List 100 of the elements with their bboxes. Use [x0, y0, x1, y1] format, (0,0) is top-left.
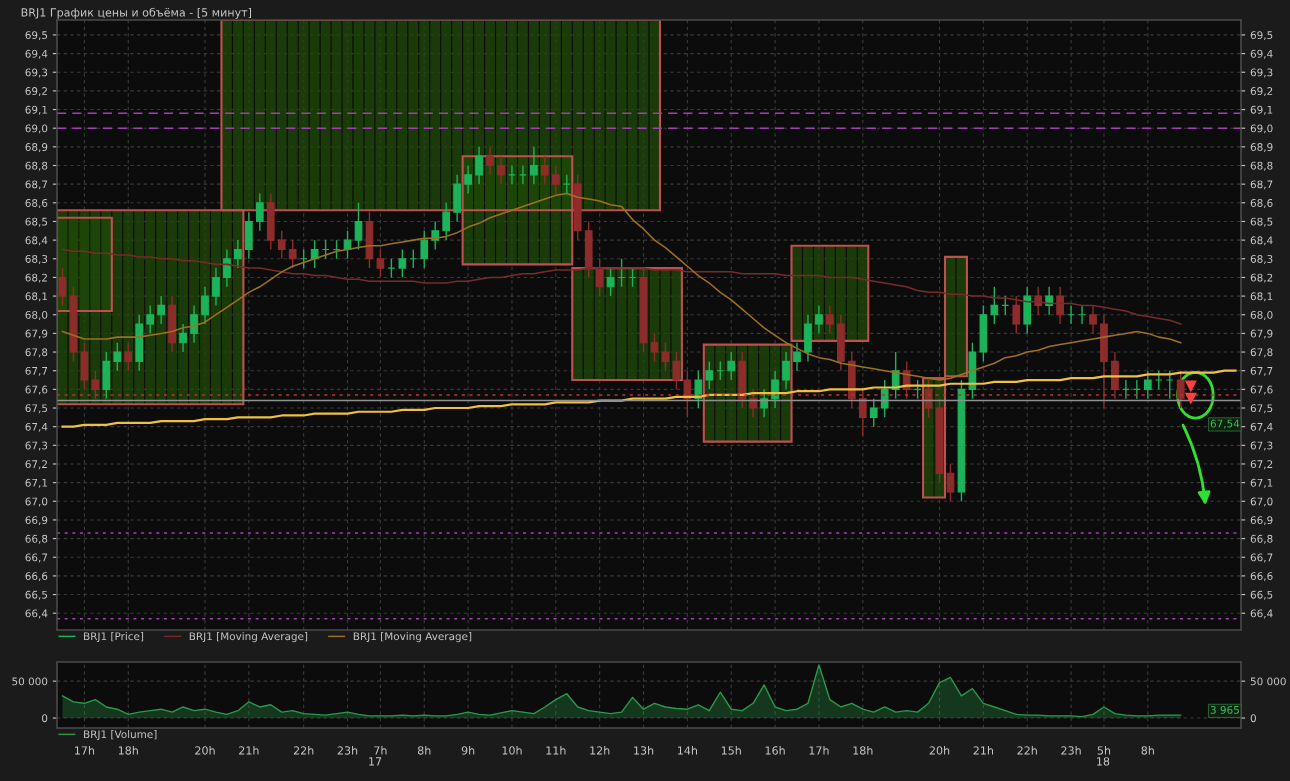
y-tick-label: 68,3	[25, 255, 48, 264]
text: 18	[1097, 757, 1110, 766]
y-tick-label: 67,5	[25, 404, 48, 414]
y2-tick-label: 68,4	[1250, 236, 1273, 246]
x-tick-label: 17h	[809, 746, 829, 755]
x-tick-label: 18h	[118, 746, 138, 755]
y2-tick-label: 67,0	[1250, 497, 1273, 507]
annotation: 67,54	[1210, 419, 1240, 429]
legend-label: BRJ1 [Price]	[84, 632, 144, 643]
y-tick-label: 68,2	[25, 273, 47, 283]
y-tick-label: 68,6	[25, 199, 48, 208]
x-tick-label: 22h	[293, 746, 314, 755]
y-tick-label: 68,0	[25, 310, 48, 320]
y2-tick-label: 67,7	[1250, 366, 1273, 376]
y2-tick-label: 67,1	[1250, 478, 1273, 488]
y2-tick-label: 67,3	[1250, 441, 1273, 451]
x-tick-label: 10h	[502, 746, 522, 755]
x-tick-label: 13h	[634, 746, 654, 755]
x-tick-label: 18h	[853, 746, 873, 755]
y-tick-label: 66,4	[25, 609, 48, 619]
x-tick-label: 7h	[374, 746, 387, 755]
y-tick-label: 69,5	[25, 31, 48, 41]
y-tick-label: 66,6	[25, 572, 48, 582]
legend-label: BRJ1 [Volume]	[84, 730, 157, 741]
x-tick-label: 8h	[417, 746, 431, 755]
y-tick-label: 66,8	[25, 534, 48, 544]
y-tick-label: 69,4	[25, 49, 48, 59]
y-tick-label: 67,9	[25, 329, 48, 339]
x-tick-label: 5h	[1097, 746, 1111, 755]
y-tick-label: 67,3	[25, 441, 48, 451]
y2-tick-label: 69,4	[1250, 49, 1273, 59]
y-tick-label: 67,7	[25, 366, 48, 376]
y2-tick-label: 68,1	[1250, 292, 1273, 302]
y-tick-label: 68,4	[25, 236, 48, 246]
y2-tick-label: 66,8	[1250, 534, 1273, 544]
y2-tick-label: 67,5	[1250, 404, 1273, 414]
y-tick-label: 69,3	[25, 68, 48, 78]
y2-tick-label: 66,5	[1250, 590, 1273, 600]
y-tick-label: 66,5	[25, 590, 48, 600]
y-tick-label: 66,9	[25, 516, 48, 526]
y-tick-label: 68,9	[25, 143, 48, 153]
y-tick-label: 69,1	[25, 105, 48, 115]
y-tick-label: 50 000	[12, 677, 48, 686]
y-tick-label: 67,1	[25, 478, 48, 488]
y-tick-label: 67,0	[25, 497, 48, 507]
y2-tick-label: 68,9	[1250, 143, 1273, 153]
y-tick-label: 69,0	[25, 124, 48, 134]
x-tick-label: 11h	[546, 746, 566, 755]
x-tick-label: 20h	[929, 746, 950, 755]
y-tick-label: 67,8	[25, 348, 48, 358]
legend-label: BRJ1 [Moving Average]	[353, 632, 472, 643]
x-tick-label: 17h	[75, 746, 95, 755]
y-tick-label: 68,7	[25, 180, 48, 190]
y2-tick-label: 68,7	[1250, 180, 1273, 190]
y-tick-label: 67,2	[25, 460, 47, 470]
y2-tick-label: 69,0	[1250, 124, 1273, 134]
y2-tick-label: 66,9	[1250, 516, 1273, 526]
y-tick-label: 69,2	[25, 87, 47, 97]
x-tick-label: 23h	[337, 746, 358, 755]
x-tick-label: 21h	[239, 746, 259, 755]
x-tick-label: 15h	[721, 746, 741, 755]
x-tick-label: 8h	[1141, 746, 1154, 755]
y2-tick-label: 69,1	[1250, 105, 1273, 115]
x-tick-label: 12h	[590, 746, 610, 755]
text: 17	[369, 757, 382, 766]
x-tick-label: 23h	[1061, 746, 1081, 755]
y2-tick-label: 0	[1250, 714, 1256, 723]
y2-tick-label: 69,5	[1250, 31, 1273, 41]
x-tick-label: 16h	[765, 746, 785, 755]
y2-tick-label: 68,6	[1250, 199, 1273, 208]
y2-tick-label: 69,3	[1250, 68, 1273, 78]
y-tick-label: 68,8	[25, 161, 48, 171]
x-tick-label: 9h	[461, 746, 475, 755]
y-tick-label: 68,5	[25, 217, 48, 227]
y2-tick-label: 67,9	[1250, 329, 1273, 339]
y-tick-label: 67,6	[25, 385, 48, 395]
y2-tick-label: 68,3	[1250, 255, 1273, 264]
y2-tick-label: 67,8	[1250, 348, 1273, 358]
y2-tick-label: 68,8	[1250, 161, 1273, 171]
y2-tick-label: 68,5	[1250, 217, 1273, 227]
y2-tick-label: 66,6	[1250, 572, 1273, 582]
y2-tick-label: 67,4	[1250, 422, 1273, 432]
annotation: 3 965	[1210, 705, 1239, 714]
y2-tick-label: 66,7	[1250, 553, 1273, 563]
chart-title: BRJ1 График цены и объёма - [5 минут]	[21, 7, 252, 19]
y-tick-label: 67,4	[25, 422, 48, 432]
y2-tick-label: 68,2	[1250, 273, 1273, 283]
y2-tick-label: 67,6	[1250, 385, 1273, 395]
x-tick-label: 21h	[973, 746, 994, 755]
y2-tick-label: 66,4	[1250, 609, 1273, 619]
y2-tick-label: 50 000	[1250, 677, 1286, 686]
y2-tick-label: 67,2	[1250, 460, 1273, 470]
x-tick-label: 14h	[678, 746, 698, 755]
x-tick-label: 22h	[1017, 746, 1037, 755]
y-tick-label: 66,7	[25, 553, 48, 563]
y2-tick-label: 68,0	[1250, 310, 1273, 320]
x-tick-label: 20h	[195, 746, 215, 755]
y2-tick-label: 69,2	[1250, 87, 1273, 97]
y-tick-label: 68,1	[25, 292, 48, 302]
legend-label: BRJ1 [Moving Average]	[189, 632, 308, 643]
